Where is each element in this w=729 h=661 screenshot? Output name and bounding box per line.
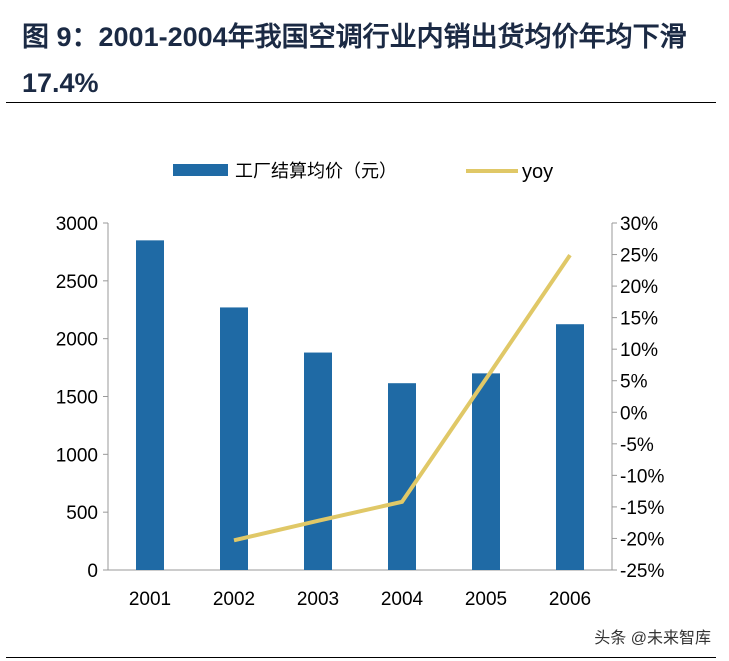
watermark: 头条 @未来智库 [594,630,711,647]
x-tick-label: 2001 [129,589,171,610]
right-tick-label: -10% [620,466,664,487]
left-tick-label: 0 [87,561,98,582]
bar-2005 [472,373,500,570]
legend-bar-swatch [173,164,228,176]
bar-2002 [220,307,248,570]
right-tick-label: 0% [620,403,648,424]
left-tick-label: 1500 [56,388,98,409]
left-tick-label: 3000 [56,214,98,235]
bar-2006 [556,324,584,570]
bar-2004 [388,383,416,570]
right-tick-label: 5% [620,372,648,393]
x-tick-label: 2003 [297,589,339,610]
right-tick-label: -15% [620,498,664,519]
right-tick-label: 10% [620,340,658,361]
x-tick-label: 2004 [381,589,424,610]
left-tick-label: 500 [66,503,98,524]
right-tick-label: -5% [620,435,654,456]
x-tick-label: 2006 [549,589,591,610]
x-tick-label: 2005 [465,589,507,610]
right-tick-label: 20% [620,277,658,298]
legend-bar-label: 工厂结算均价（元） [235,161,397,181]
bottom-rule [6,657,716,658]
figure-title: 图 9：2001-2004年我国空调行业内销出货均价年均下滑17.4% [22,22,687,98]
left-tick-label: 2500 [56,272,98,293]
right-tick-label: -25% [620,561,664,582]
left-tick-label: 1000 [56,445,98,466]
right-tick-label: -20% [620,529,664,550]
left-tick-label: 2000 [56,330,98,351]
right-tick-label: 25% [620,246,658,267]
bar-2001 [136,240,164,570]
bar-2003 [304,352,332,570]
right-tick-label: 15% [620,309,658,330]
right-tick-label: 30% [620,214,658,235]
top-rule [6,102,716,103]
legend-line-label: yoy [522,161,553,183]
x-tick-label: 2002 [213,589,255,610]
